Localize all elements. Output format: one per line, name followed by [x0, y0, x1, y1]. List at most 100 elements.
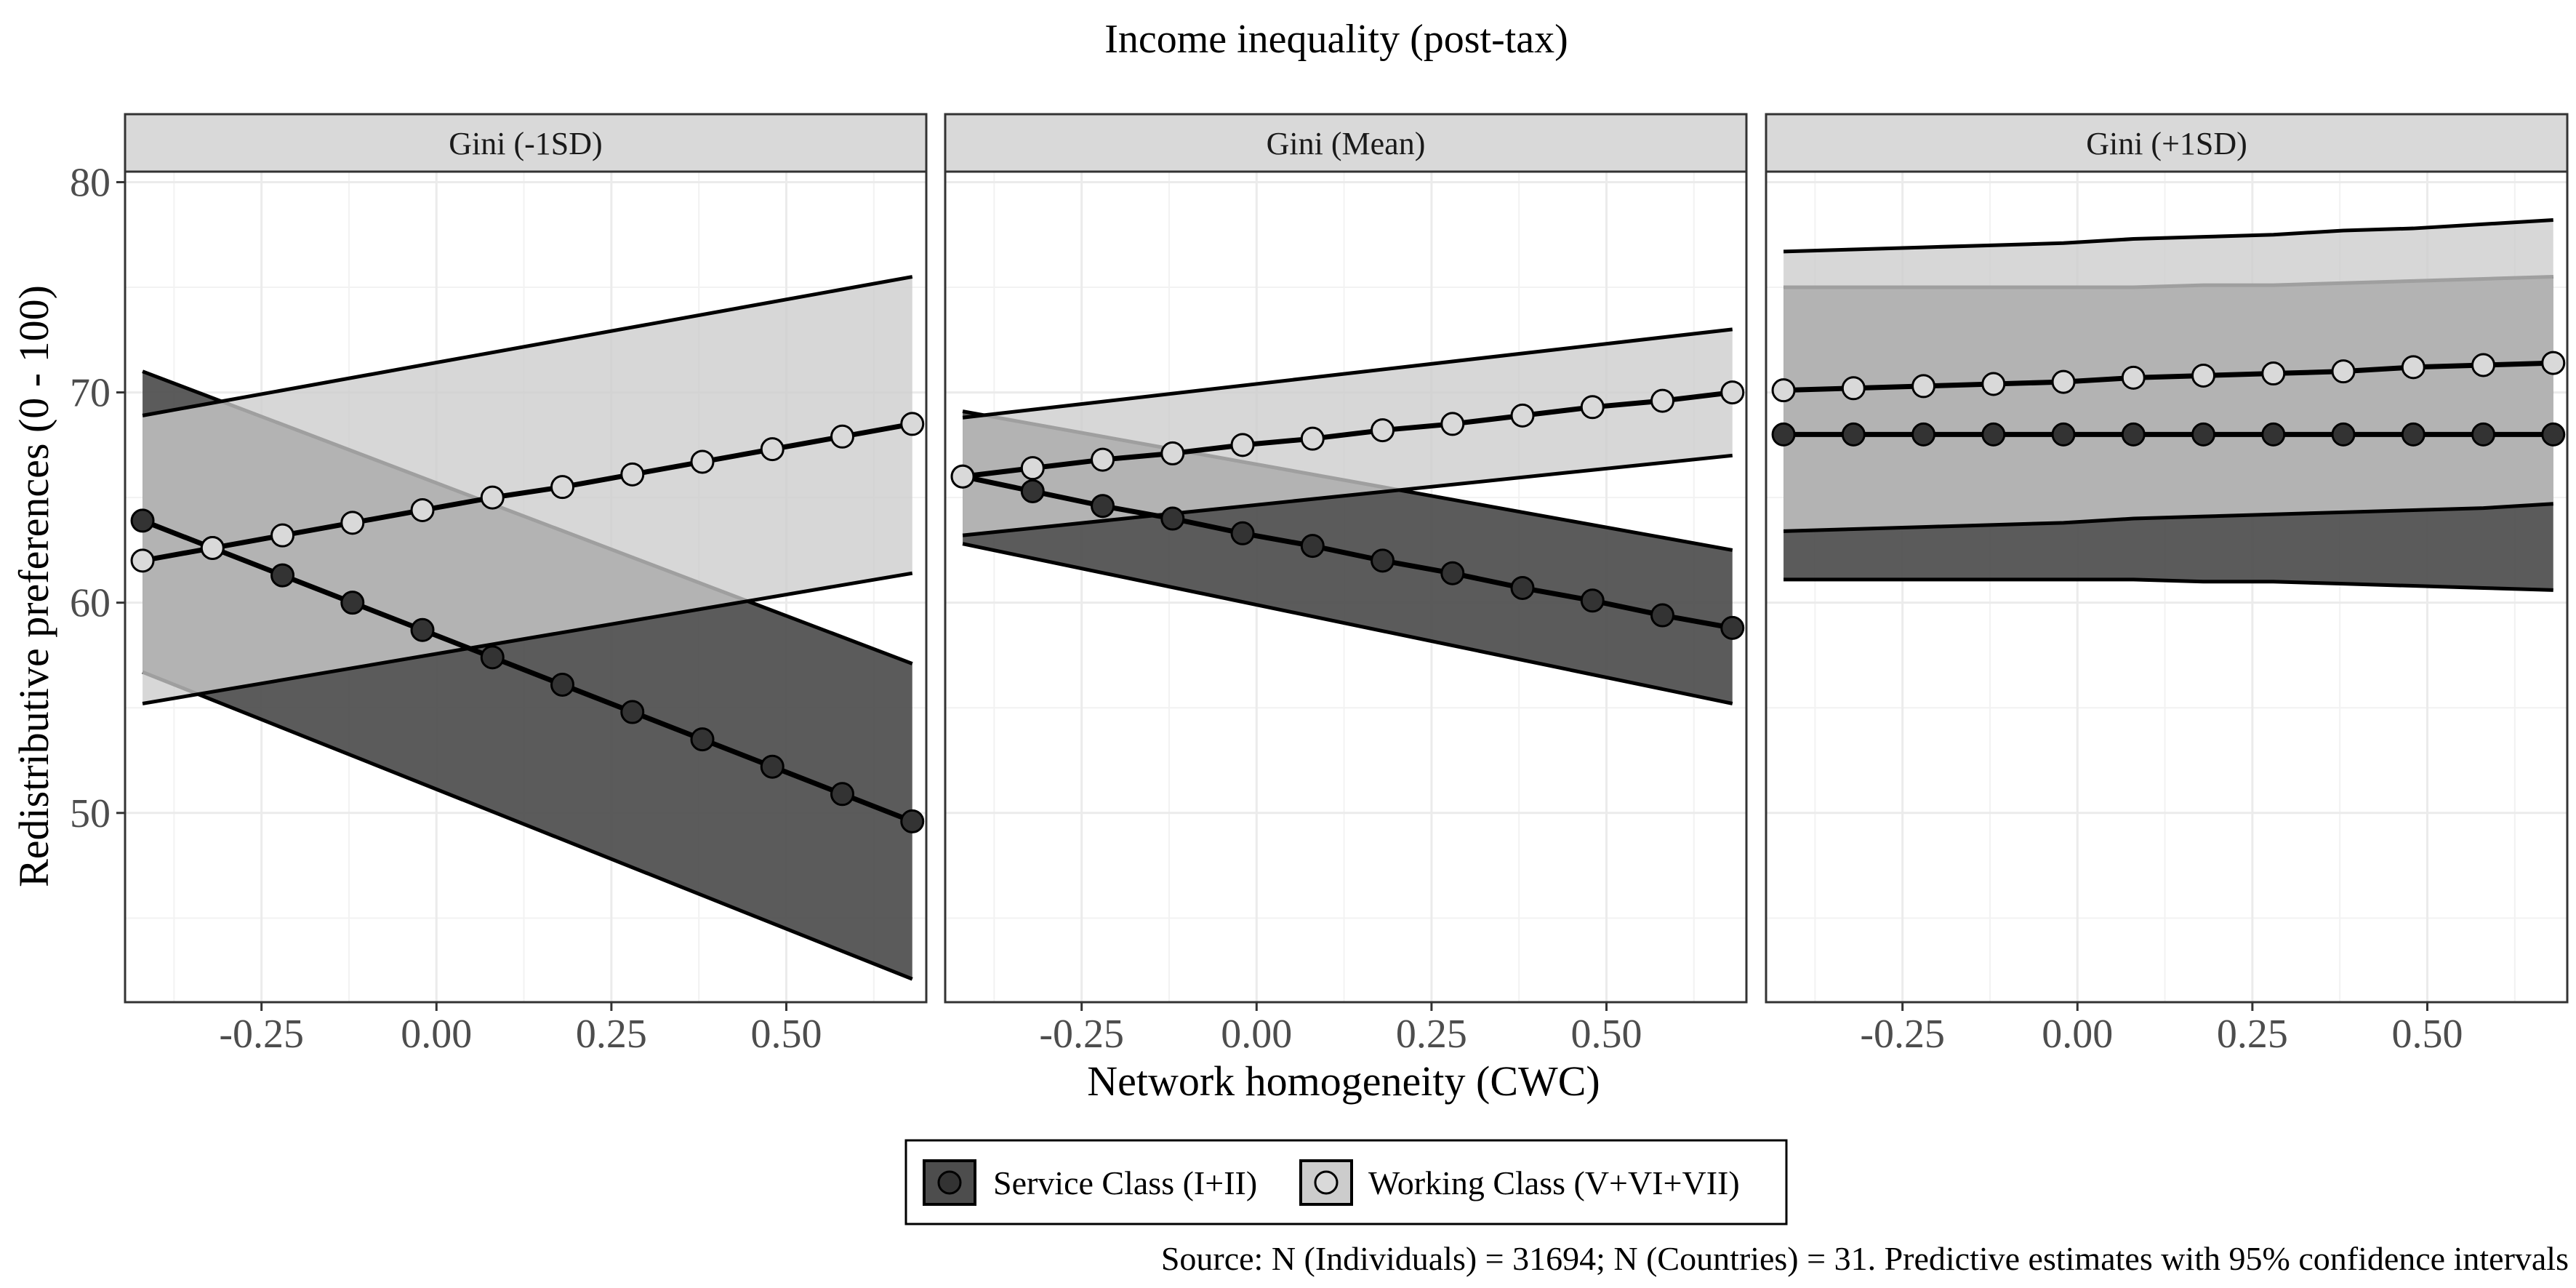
x-tick-label: 0.25 — [576, 1012, 647, 1057]
point-service-class — [1580, 588, 1605, 613]
x-tick-label: 0.25 — [1396, 1012, 1467, 1057]
point-service-class — [130, 508, 155, 533]
point-service-class — [2121, 422, 2146, 447]
point-working-class — [480, 485, 505, 510]
point-service-class — [830, 782, 855, 807]
ci-lower-bound — [962, 542, 1733, 705]
point-working-class — [1091, 447, 1115, 472]
point-working-class — [200, 536, 225, 561]
x-tick-label: -0.25 — [1860, 1012, 1945, 1057]
point-service-class — [550, 672, 575, 697]
x-tick-label: 0.00 — [2042, 1012, 2113, 1057]
y-tick-label: 50 — [70, 791, 111, 836]
point-service-class — [2541, 422, 2566, 447]
point-service-class — [1230, 521, 1255, 545]
y-tick-label: 80 — [70, 160, 111, 205]
legend-key-point — [937, 1170, 962, 1195]
ci-lower-bound — [1783, 502, 2553, 533]
point-working-class — [760, 437, 785, 462]
point-working-class — [1020, 456, 1045, 481]
point-service-class — [270, 563, 295, 588]
ci-upper-bound — [962, 327, 1733, 420]
point-working-class — [1981, 372, 2006, 396]
point-working-class — [1230, 433, 1255, 457]
y-tick-label: 70 — [70, 371, 111, 416]
point-service-class — [340, 591, 365, 615]
x-tick-label: 0.00 — [401, 1012, 472, 1057]
panels-layer: Gini (-1SD)-0.25 0.00 0.25 0.5050607080Gini… — [70, 113, 2569, 1057]
x-tick-label: -0.25 — [1039, 1012, 1124, 1057]
legend-item-service-class: Service Class (I+II) — [923, 1159, 1257, 1206]
point-service-class — [480, 645, 505, 670]
legend-label: Service Class (I+II) — [993, 1164, 1257, 1201]
facet-panel: Gini (-1SD) -0.25 0.00 0.25 0.50 50 60 70 80 — [70, 113, 928, 1057]
point-working-class — [1771, 378, 1796, 403]
point-working-class — [2471, 353, 2496, 377]
point-working-class — [950, 464, 975, 489]
point-service-class — [760, 754, 785, 779]
point-service-class — [410, 617, 435, 642]
point-service-class — [620, 700, 645, 724]
point-service-class — [1650, 603, 1675, 628]
point-working-class — [130, 548, 155, 573]
x-tick-label: -0.25 — [219, 1012, 304, 1057]
point-working-class — [1911, 374, 1936, 399]
point-service-class — [1720, 615, 1745, 640]
point-service-class — [2331, 422, 2356, 447]
ci-lower-bound — [962, 453, 1733, 537]
point-working-class — [690, 449, 715, 474]
point-service-class — [1160, 506, 1185, 531]
point-working-class — [1160, 441, 1185, 465]
legend: Service Class (I+II) Working Class (V+VI+… — [904, 1139, 1788, 1225]
ci-lower-bound — [142, 571, 913, 705]
point-service-class — [1911, 422, 1936, 447]
line-service-class — [141, 518, 914, 824]
point-working-class — [900, 412, 925, 436]
point-service-class — [1440, 561, 1465, 585]
legend-key — [1299, 1159, 1353, 1206]
y-axis-title: Redistributive preferences (0 - 100) — [10, 285, 57, 887]
point-working-class — [2121, 365, 2146, 390]
ci-upper-bound — [142, 275, 913, 417]
point-working-class — [2191, 363, 2216, 388]
legend-item-working-class: Working Class (V+VI+VII) — [1299, 1159, 1740, 1206]
point-service-class — [2471, 422, 2496, 447]
x-tick-label: 0.50 — [1571, 1012, 1642, 1057]
point-service-class — [2401, 422, 2425, 447]
point-service-class — [900, 809, 925, 833]
point-service-class — [2261, 422, 2286, 447]
point-working-class — [550, 475, 575, 500]
point-service-class — [1020, 479, 1045, 503]
legend-key-point — [1314, 1170, 1339, 1195]
legend-label: Working Class (V+VI+VII) — [1368, 1164, 1740, 1201]
chart-caption: Source: N (Individuals) = 31694; N (Coun… — [1161, 1240, 2569, 1277]
ci-lower-bound — [1783, 577, 2553, 592]
point-service-class — [1371, 548, 1395, 573]
point-service-class — [1841, 422, 1866, 447]
point-working-class — [340, 511, 365, 535]
point-working-class — [410, 497, 435, 522]
point-working-class — [2401, 355, 2425, 380]
facet-strip — [1765, 113, 2569, 173]
point-working-class — [1300, 426, 1325, 451]
facet-strip-label: Gini (+1SD) — [2086, 126, 2247, 161]
point-working-class — [2051, 369, 2076, 394]
point-working-class — [1371, 418, 1395, 443]
y-tick-label: 60 — [70, 581, 111, 626]
point-working-class — [2261, 361, 2286, 386]
point-working-class — [1650, 388, 1675, 413]
point-service-class — [1300, 534, 1325, 559]
point-working-class — [1510, 403, 1535, 428]
chart-title: Income inequality (post-tax) — [1104, 17, 1568, 62]
point-service-class — [1510, 575, 1535, 600]
point-service-class — [1771, 422, 1796, 447]
facet-strip — [124, 113, 928, 173]
facet-strip — [944, 113, 1748, 173]
point-working-class — [1720, 380, 1745, 405]
point-working-class — [2331, 359, 2356, 384]
point-service-class — [1981, 422, 2006, 447]
facet-panel: Gini (+1SD) -0.25 0.00 0.25 0.50 — [1765, 113, 2569, 1057]
x-axis-title: Network homogeneity (CWC) — [1087, 1057, 1600, 1105]
point-working-class — [2541, 351, 2566, 375]
